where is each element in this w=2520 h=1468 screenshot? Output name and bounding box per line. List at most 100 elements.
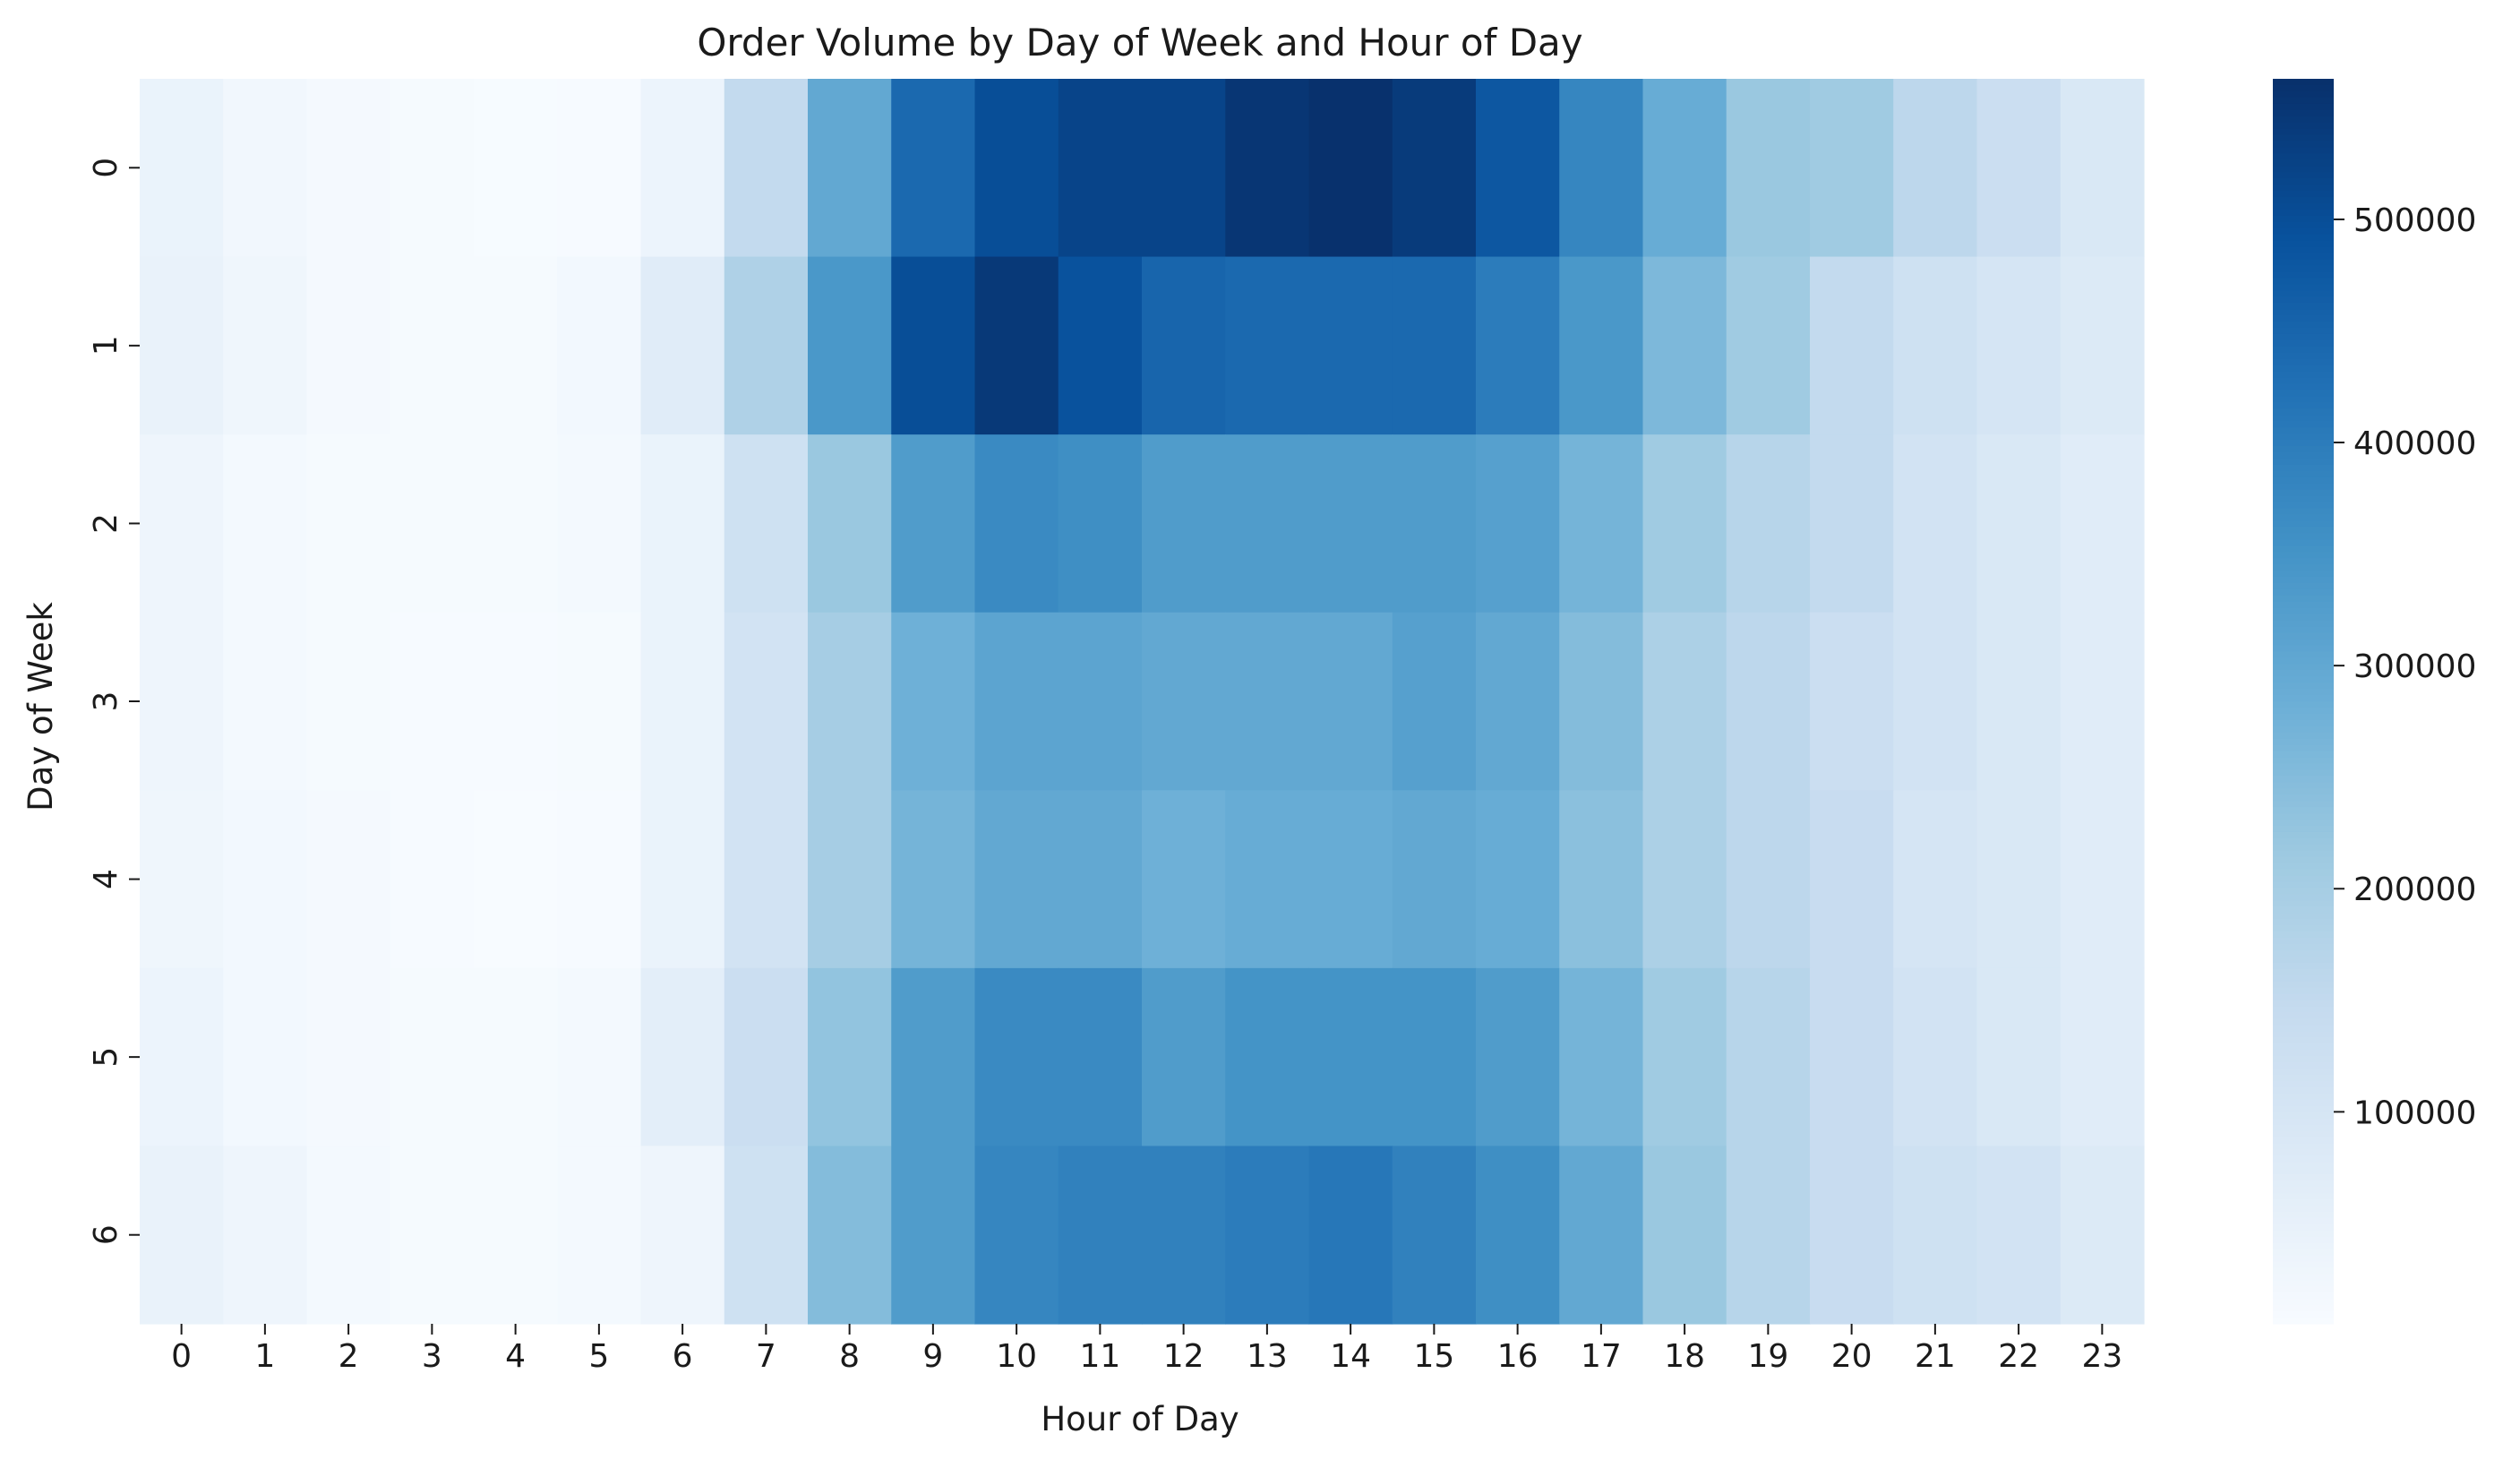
colorbar-segment bbox=[2273, 1280, 2334, 1287]
heatmap-cell bbox=[974, 612, 1059, 791]
x-tick-label: 2 bbox=[339, 1338, 359, 1375]
colorbar-segment bbox=[2273, 470, 2334, 478]
x-tick-label: 10 bbox=[996, 1338, 1037, 1375]
colorbar-segment bbox=[2273, 1031, 2334, 1038]
x-tick-label: 18 bbox=[1664, 1338, 1705, 1375]
colorbar-segment bbox=[2273, 950, 2334, 957]
heatmap-cell bbox=[1058, 434, 1143, 614]
colorbar-segment bbox=[2273, 265, 2334, 273]
colorbar-segment bbox=[2273, 464, 2334, 472]
heatmap-cell bbox=[223, 967, 308, 1147]
colorbar-segment bbox=[2273, 197, 2334, 204]
heatmap-cell bbox=[1142, 79, 1226, 258]
heatmap-cell bbox=[1308, 1146, 1393, 1325]
colorbar-segment bbox=[2273, 203, 2334, 210]
heatmap-cell bbox=[306, 79, 391, 258]
heatmap-cell bbox=[2060, 79, 2145, 258]
colorbar-segment bbox=[2273, 209, 2334, 217]
heatmap-cell bbox=[808, 612, 892, 791]
heatmap-cell bbox=[1476, 79, 1560, 258]
heatmap-cell bbox=[2060, 967, 2145, 1147]
colorbar-segment bbox=[2273, 837, 2334, 846]
x-tick-label: 4 bbox=[505, 1338, 526, 1375]
x-axis-label: Hour of Day bbox=[1041, 1400, 1239, 1438]
heatmap-cell bbox=[223, 612, 308, 791]
heatmap-cell bbox=[1559, 256, 1644, 435]
y-tick-label: 0 bbox=[88, 158, 124, 178]
colorbar-segment bbox=[2273, 390, 2334, 398]
colorbar-segment bbox=[2273, 1000, 2334, 1008]
colorbar-segment bbox=[2273, 79, 2334, 86]
heatmap-cell bbox=[891, 967, 976, 1147]
colorbar-segment bbox=[2273, 894, 2334, 901]
colorbar-segment bbox=[2273, 719, 2334, 727]
colorbar-segment bbox=[2273, 128, 2334, 136]
x-tick-label: 13 bbox=[1247, 1338, 1288, 1375]
heatmap-cell bbox=[1559, 1146, 1644, 1325]
x-tick-label: 8 bbox=[839, 1338, 860, 1375]
heatmap-cell bbox=[1893, 790, 1978, 969]
heatmap-cell bbox=[223, 1146, 308, 1325]
chart-title: Order Volume by Day of Week and Hour of … bbox=[697, 21, 1582, 64]
colorbar-segment bbox=[2273, 913, 2334, 920]
colorbar-segment bbox=[2273, 495, 2334, 503]
colorbar-segment bbox=[2273, 402, 2334, 409]
colorbar-segment bbox=[2273, 215, 2334, 223]
colorbar-segment bbox=[2273, 1286, 2334, 1293]
colorbar-segment bbox=[2273, 826, 2334, 833]
heatmap-cell bbox=[140, 434, 224, 614]
x-tick-label: 19 bbox=[1747, 1338, 1788, 1375]
heatmap-cell bbox=[891, 256, 976, 435]
heatmap-cell bbox=[1476, 1146, 1560, 1325]
heatmap-cell bbox=[557, 256, 642, 435]
colorbar-segment bbox=[2273, 794, 2334, 802]
colorbar-segment bbox=[2273, 346, 2334, 354]
colorbar-segment bbox=[2273, 645, 2334, 652]
colorbar-segment bbox=[2273, 271, 2334, 279]
heatmap-cell bbox=[808, 967, 892, 1147]
colorbar-segment bbox=[2273, 782, 2334, 789]
colorbar-segment bbox=[2273, 415, 2334, 422]
heatmap-cell bbox=[974, 790, 1059, 969]
colorbar-segment bbox=[2273, 888, 2334, 896]
colorbar-segment bbox=[2273, 744, 2334, 752]
colorbar-segment bbox=[2273, 508, 2334, 516]
colorbar-segment bbox=[2273, 1012, 2334, 1020]
colorbar-segment bbox=[2273, 987, 2334, 995]
heatmap-cell bbox=[1726, 256, 1811, 435]
colorbar-segment bbox=[2273, 1080, 2334, 1088]
colorbar-segment bbox=[2273, 452, 2334, 459]
colorbar-segment bbox=[2273, 601, 2334, 609]
heatmap-cell bbox=[1559, 790, 1644, 969]
colorbar-segment bbox=[2273, 1062, 2334, 1069]
colorbar-segment bbox=[2273, 944, 2334, 951]
heatmap-cell bbox=[1392, 1146, 1477, 1325]
colorbar-segment bbox=[2273, 520, 2334, 528]
colorbar-segment bbox=[2273, 1162, 2334, 1169]
colorbar-segment bbox=[2273, 1093, 2334, 1101]
colorbar-segment bbox=[2273, 925, 2334, 932]
heatmap-cell bbox=[724, 434, 809, 614]
colorbar-segment bbox=[2273, 1143, 2334, 1150]
colorbar-segment bbox=[2273, 1069, 2334, 1076]
heatmap-cell bbox=[2060, 256, 2145, 435]
y-axis-label: Day of Week bbox=[21, 602, 60, 811]
heatmap-cell bbox=[306, 256, 391, 435]
heatmap-cell bbox=[140, 256, 224, 435]
colorbar-segment bbox=[2273, 253, 2334, 261]
colorbar-segment bbox=[2273, 974, 2334, 983]
colorbar-segment bbox=[2273, 440, 2334, 447]
colorbar-segment bbox=[2273, 738, 2334, 746]
heatmap-cell bbox=[140, 790, 224, 969]
colorbar-segment bbox=[2273, 533, 2334, 540]
heatmap-cell bbox=[974, 79, 1059, 258]
colorbar-segment bbox=[2273, 670, 2334, 677]
heatmap-cell bbox=[1642, 1146, 1727, 1325]
colorbar-segment bbox=[2273, 1267, 2334, 1275]
colorbar-segment bbox=[2273, 757, 2334, 765]
heatmap-cell bbox=[1308, 967, 1393, 1147]
heatmap-cell bbox=[390, 790, 475, 969]
heatmap-cell bbox=[223, 256, 308, 435]
